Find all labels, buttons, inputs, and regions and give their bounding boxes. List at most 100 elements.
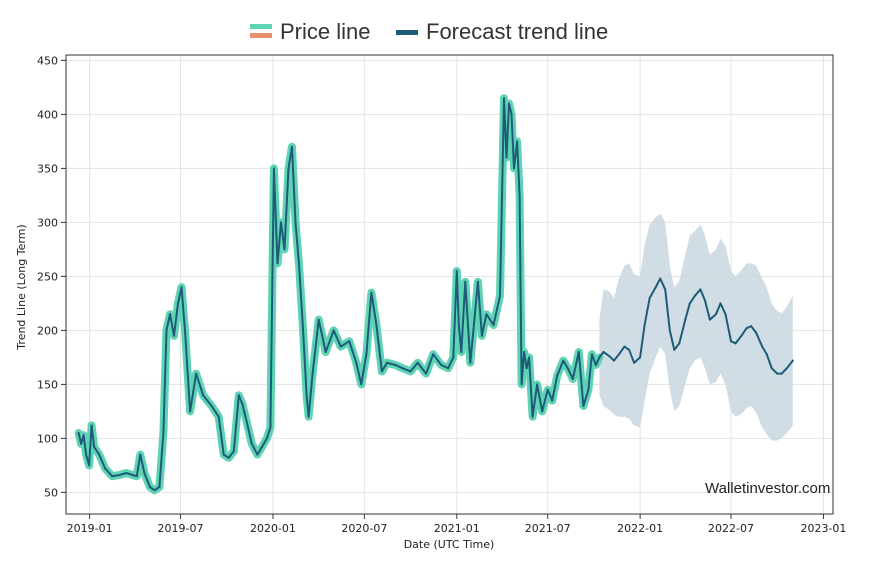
price-point	[202, 394, 205, 397]
price-point	[562, 359, 565, 362]
price-point	[77, 432, 80, 434]
forecast-band-area	[599, 213, 793, 441]
forecast-point	[730, 340, 732, 343]
forecast-point	[785, 367, 788, 370]
price-point	[508, 102, 510, 105]
price-point	[546, 388, 549, 391]
price-point	[177, 302, 179, 305]
forecast-point	[715, 313, 717, 316]
price-point	[184, 329, 186, 332]
legend-label-price-line: Price line	[280, 19, 370, 44]
price-point	[276, 262, 279, 265]
forecast-point	[602, 351, 605, 353]
price-point	[298, 264, 301, 267]
price-point	[455, 270, 458, 272]
price-point	[162, 432, 165, 434]
price-point	[302, 329, 305, 332]
y-tick-label: 100	[37, 432, 58, 445]
legend: Price line Forecast trend line	[250, 19, 608, 44]
price-point	[189, 410, 192, 413]
forecast-point	[770, 367, 773, 370]
price-point	[317, 318, 320, 321]
price-point	[222, 453, 225, 456]
price-point	[158, 486, 161, 488]
forecast-point	[618, 353, 620, 356]
forecast-point	[724, 313, 727, 316]
price-point	[245, 421, 248, 424]
price-point	[523, 351, 526, 353]
forecast-point	[739, 335, 742, 338]
price-point	[265, 437, 268, 440]
forecast-point	[750, 325, 753, 328]
forecast-trend-series	[598, 277, 794, 375]
price-point	[173, 334, 175, 337]
price-point	[469, 361, 472, 364]
forecast-point	[654, 286, 657, 289]
forecast-point	[633, 361, 636, 364]
price-point	[256, 453, 259, 456]
x-tick-label: 2019-01	[67, 522, 113, 535]
y-tick-label: 400	[37, 108, 58, 121]
price-point	[332, 329, 335, 332]
price-point	[98, 453, 101, 456]
price-point	[241, 402, 244, 405]
price-point	[348, 340, 351, 343]
price-point	[355, 361, 358, 364]
price-point	[280, 221, 282, 224]
price-point	[283, 248, 286, 251]
price-point	[416, 361, 419, 364]
price-point	[582, 405, 585, 407]
price-point	[425, 372, 428, 375]
price-line-series	[74, 94, 604, 495]
axes	[65, 54, 834, 515]
price-point	[339, 345, 342, 348]
price-point	[447, 367, 450, 370]
price-point	[551, 399, 554, 402]
price-point	[232, 450, 235, 453]
forecast-point	[608, 355, 611, 358]
price-point	[499, 294, 501, 297]
y-axis-title: Trend Line (Long Term)	[15, 224, 28, 350]
y-tick-label: 150	[37, 378, 58, 391]
price-point	[590, 353, 593, 356]
forecast-point	[708, 318, 711, 321]
price-point	[536, 383, 539, 386]
price-point	[305, 394, 308, 397]
forecast-point	[755, 331, 758, 334]
price-point	[85, 453, 88, 456]
price-point	[269, 426, 272, 429]
price-point	[571, 378, 574, 380]
forecast-point	[639, 356, 642, 359]
y-tick-label: 350	[37, 162, 58, 175]
price-point	[380, 370, 383, 373]
ticks: 2019-01 2019-07 2020-01 2020-07 2021-01 2021-…	[37, 54, 846, 535]
y-tick-label: 450	[37, 54, 58, 67]
y-tick-label: 300	[37, 216, 58, 229]
price-point	[180, 286, 183, 289]
price-point	[375, 324, 378, 326]
price-point	[566, 367, 569, 370]
y-tick-label: 200	[37, 324, 58, 337]
price-point	[386, 361, 388, 364]
x-tick-label: 2022-07	[708, 522, 754, 535]
x-tick-label: 2020-01	[250, 522, 296, 535]
price-point	[195, 372, 198, 375]
price-point	[457, 324, 460, 326]
price-point	[93, 446, 96, 448]
price-point	[135, 475, 138, 478]
price-point	[510, 113, 513, 116]
forecast-point	[699, 288, 702, 291]
price-point	[394, 364, 397, 366]
price-point	[148, 486, 151, 488]
price-point	[409, 370, 412, 373]
forecast-point	[678, 342, 681, 345]
price-point	[541, 410, 544, 413]
forecast-point	[673, 348, 676, 351]
price-point	[311, 372, 314, 375]
price-point	[131, 474, 134, 477]
x-tick-label: 2021-07	[525, 522, 571, 535]
price-point	[594, 364, 597, 366]
forecast-point	[648, 297, 651, 299]
price-point	[210, 405, 213, 407]
